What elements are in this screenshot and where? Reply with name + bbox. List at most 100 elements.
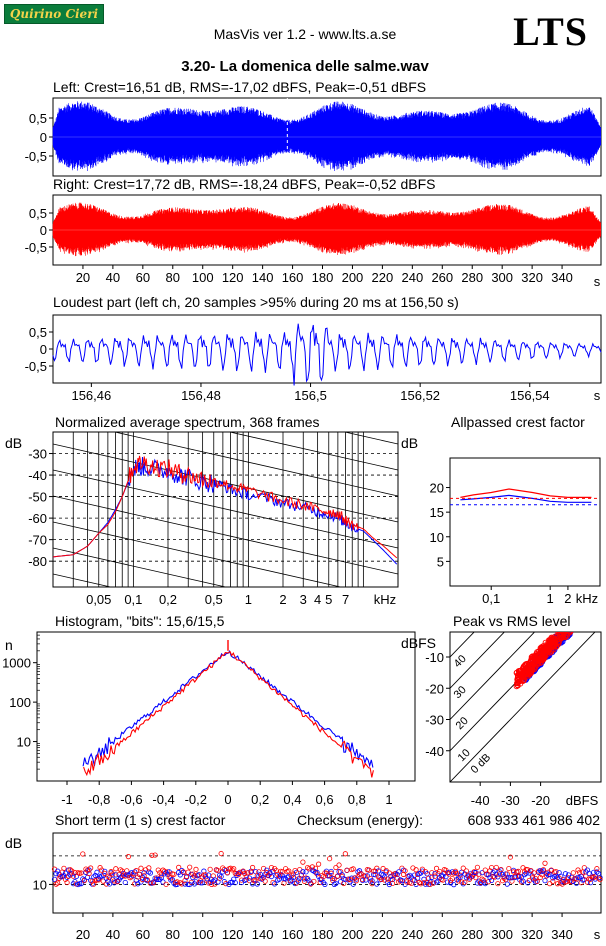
short-term-point-left	[154, 876, 160, 882]
histogram-x-label: -1	[61, 792, 73, 807]
short-term-point-left	[294, 869, 300, 875]
spectrum-slope-line	[53, 626, 398, 704]
spectrum-slope-line	[53, 600, 398, 678]
short-term-point-right	[498, 866, 504, 873]
spectrum-y-label: -60	[28, 511, 47, 526]
short-term-point-right	[105, 873, 111, 879]
short-term-point-left	[509, 875, 515, 881]
short-term-point-right	[437, 868, 443, 875]
histogram-title: Histogram, "bits": 15,6/15,5	[55, 613, 225, 629]
short-term-x-label: 60	[136, 927, 150, 942]
short-term-point-left	[141, 870, 147, 876]
histogram-x-label: 1	[385, 792, 392, 807]
peak-rms-diagonal	[450, 632, 596, 782]
short-term-point-left	[506, 875, 512, 881]
peak-rms-point-right	[571, 625, 576, 630]
peak-rms-point-left	[573, 625, 578, 630]
checksum-value: 608 933 461 986 402	[468, 812, 601, 828]
short-term-point-right	[152, 852, 158, 858]
loudest-x-label: 156,54	[510, 388, 550, 403]
short-term-point-right	[553, 869, 559, 875]
histogram-x-label: 0	[224, 792, 231, 807]
short-term-x-label: 80	[166, 927, 180, 942]
spectrum-slope-line	[53, 652, 398, 730]
short-term-point-right	[176, 864, 182, 870]
histogram-series-right	[83, 650, 374, 778]
peak-rms-point-left	[575, 625, 580, 630]
short-term-point-left	[504, 881, 510, 887]
short-term-point-right	[297, 866, 303, 873]
peak-rms-y-label: -20	[425, 681, 444, 696]
short-term-point-right	[64, 879, 70, 886]
peak-rms-point-left	[576, 625, 581, 630]
short-term-point-right	[473, 875, 479, 881]
short-term-point-right	[114, 879, 120, 885]
short-term-point-right	[440, 877, 446, 883]
allpassed-x-label: 0,1	[482, 591, 500, 606]
peak-rms-point-left	[572, 625, 577, 630]
short-term-point-left	[495, 874, 501, 880]
allpassed-title: Allpassed crest factor	[451, 414, 585, 430]
histogram-frame	[36, 631, 416, 782]
peak-rms-point-left	[579, 625, 584, 630]
peak-rms-point-left	[581, 625, 586, 630]
short-term-point-left	[597, 874, 603, 881]
peak-rms-y-label: -40	[425, 744, 444, 759]
short-term-point-left	[375, 868, 381, 874]
spectrum-slope-line	[53, 547, 228, 587]
peak-rms-point-left	[574, 625, 579, 630]
short-term-point-right	[507, 854, 514, 860]
peak-rms-point-right	[571, 625, 576, 630]
spectrum-ylabel: dB	[5, 435, 22, 451]
short-term-point-right	[80, 851, 86, 857]
peak-rms-point-right	[547, 636, 554, 643]
short-term-point-right	[124, 868, 130, 874]
short-term-point-right	[499, 878, 506, 884]
peak-rms-point-left	[579, 625, 584, 630]
short-term-point-left	[122, 879, 128, 886]
time-tick-label: 60	[136, 270, 150, 285]
short-term-point-right	[144, 877, 150, 883]
peak-rms-point-right	[571, 625, 576, 630]
short-term-point-left	[283, 876, 289, 882]
left-waveform-title: Left: Crest=16,51 dB, RMS=-17,02 dBFS, P…	[53, 79, 426, 95]
short-term-point-right	[457, 872, 463, 878]
loudest-x-label: 156,5	[294, 388, 327, 403]
short-term-point-right	[55, 880, 61, 886]
short-term-point-right	[573, 876, 580, 882]
peak-rms-point-left	[570, 626, 575, 631]
short-term-point-left	[295, 878, 301, 884]
allpassed-y-label: 15	[430, 505, 444, 520]
peak-rms-point-left	[574, 625, 579, 630]
peak-rms-point-right	[573, 625, 578, 630]
short-term-point-right	[245, 870, 251, 876]
short-term-point-right	[584, 879, 591, 885]
short-term-point-right	[117, 867, 124, 873]
allpassed-frame	[449, 457, 601, 587]
peak-rms-point-left	[580, 625, 585, 630]
peak-rms-diagonal-label: 30	[452, 684, 469, 701]
short-term-point-right	[165, 869, 171, 875]
short-term-point-left	[132, 869, 138, 875]
short-term-point-right	[525, 867, 531, 873]
histogram-series-left	[82, 650, 374, 768]
peak-rms-point-left	[574, 625, 579, 630]
right-waveform-series-right	[52, 202, 601, 257]
short-term-point-right	[215, 867, 221, 874]
peak-rms-point-left	[581, 625, 586, 630]
short-term-point-right	[466, 876, 473, 882]
spectrum-x-label: 2	[279, 592, 286, 607]
allpassed-y-label: 20	[430, 481, 444, 496]
peak-rms-point-left	[577, 625, 582, 630]
loudest-part-title: Loudest part (left ch, 20 samples >95% d…	[53, 294, 459, 310]
short-term-point-left	[254, 881, 260, 887]
short-term-point-right	[515, 868, 521, 874]
short-term-point-right	[316, 861, 322, 867]
peak-rms-point-left	[577, 625, 582, 630]
short-term-point-left	[479, 870, 485, 876]
short-term-point-right	[270, 879, 276, 886]
histogram-x-label: 0,2	[251, 792, 269, 807]
peak-rms-point-right	[556, 632, 561, 634]
peak-rms-point-right	[573, 625, 578, 630]
short-term-point-right	[103, 881, 109, 887]
